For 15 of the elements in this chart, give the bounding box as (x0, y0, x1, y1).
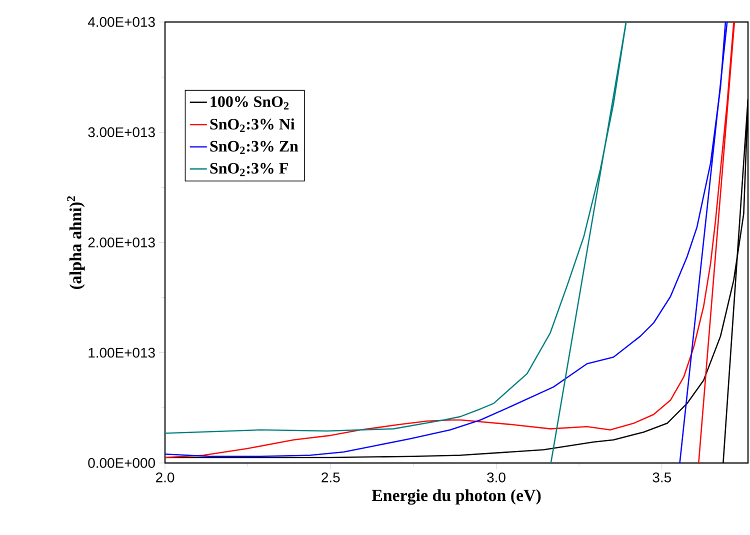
y-axis-title: (alpha ahni)$^{2}$ (67, 196, 85, 289)
y-tick-label: 3.00E+013 (88, 127, 155, 138)
y-tick-label: 2.00E+013 (88, 238, 155, 248)
x-tick-label: 2.5 (322, 472, 340, 482)
legend-label: SnO$_{2}$:3% F (210, 162, 288, 176)
x-tick-label: 3.5 (652, 472, 671, 482)
legend-label: SnO$_{2}$:3% Ni (210, 118, 295, 132)
x-tick-label: 2.0 (156, 472, 174, 482)
x-tick-label: 3.0 (487, 472, 506, 482)
y-tick-label: 0.00E+000 (88, 458, 155, 468)
y-tick-label: 1.00E+013 (88, 348, 155, 358)
y-tick-label: 4.00E+013 (88, 17, 155, 27)
legend-label: 100% SnO$_{2}$ (210, 96, 289, 110)
legend-label: SnO$_{2}$:3% Zn (210, 140, 298, 154)
x-axis-title: Energie du photon (eV) (372, 489, 541, 505)
